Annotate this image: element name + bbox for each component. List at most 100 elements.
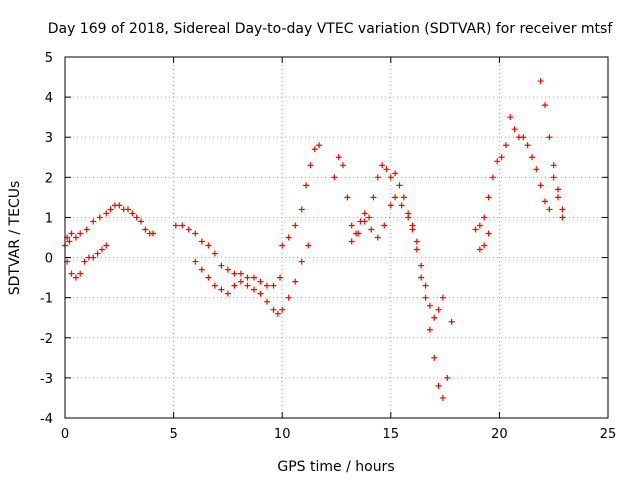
data-point xyxy=(83,226,90,233)
data-point xyxy=(528,154,535,161)
data-point xyxy=(211,250,218,257)
data-point xyxy=(542,102,549,109)
data-point xyxy=(550,162,557,169)
data-point xyxy=(418,262,425,269)
data-point xyxy=(307,162,314,169)
data-point xyxy=(103,210,110,217)
data-point xyxy=(224,290,231,297)
data-point xyxy=(439,294,446,301)
data-point xyxy=(98,246,105,253)
x-tick-label: 25 xyxy=(600,427,617,442)
data-point xyxy=(185,226,192,233)
data-point xyxy=(68,230,75,237)
data-point xyxy=(498,154,505,161)
data-point xyxy=(361,218,368,225)
data-point xyxy=(205,274,212,281)
data-point xyxy=(218,286,225,293)
data-point xyxy=(237,278,244,285)
data-point xyxy=(542,198,549,205)
data-point xyxy=(366,214,373,221)
data-point xyxy=(511,126,518,133)
data-point xyxy=(476,246,483,253)
data-point xyxy=(77,230,84,237)
y-tick-label: -1 xyxy=(40,292,53,307)
data-point xyxy=(489,174,496,181)
y-tick-label: -2 xyxy=(40,332,53,347)
data-point xyxy=(472,226,479,233)
y-tick-label: 0 xyxy=(45,252,53,267)
data-point xyxy=(285,234,292,241)
data-point xyxy=(250,286,257,293)
data-point xyxy=(485,194,492,201)
data-point xyxy=(422,294,429,301)
data-point xyxy=(413,238,420,245)
data-point xyxy=(485,230,492,237)
data-point xyxy=(142,226,149,233)
data-point xyxy=(149,230,156,237)
data-point xyxy=(550,174,557,181)
data-point xyxy=(555,194,562,201)
data-point xyxy=(72,234,79,241)
chart-title: Day 169 of 2018, Sidereal Day-to-day VTE… xyxy=(48,21,614,37)
data-point xyxy=(133,214,140,221)
data-point xyxy=(520,134,527,141)
data-point xyxy=(348,238,355,245)
y-tick-label: 2 xyxy=(45,171,53,186)
data-point xyxy=(431,314,438,321)
data-point xyxy=(298,258,305,265)
data-point xyxy=(340,162,347,169)
data-point xyxy=(311,146,318,153)
data-point xyxy=(305,242,312,249)
data-point xyxy=(344,194,351,201)
y-tick-label: -3 xyxy=(40,372,53,387)
data-point xyxy=(444,374,451,381)
y-tick-label: -4 xyxy=(40,412,53,427)
data-point xyxy=(355,230,362,237)
data-point xyxy=(244,274,251,281)
data-point xyxy=(279,242,286,249)
data-point xyxy=(476,222,483,229)
data-point xyxy=(77,270,84,277)
data-point xyxy=(546,206,553,213)
data-point xyxy=(533,166,540,173)
data-point xyxy=(316,142,323,149)
data-point xyxy=(398,202,405,209)
data-point xyxy=(116,202,123,209)
data-point xyxy=(192,258,199,265)
data-point xyxy=(72,274,79,281)
data-point xyxy=(418,274,425,281)
data-point xyxy=(94,250,101,257)
data-point xyxy=(237,270,244,277)
data-point xyxy=(439,394,446,401)
data-point xyxy=(559,214,566,221)
data-point xyxy=(250,274,257,281)
data-point xyxy=(435,306,442,313)
grid-lines xyxy=(65,57,608,418)
x-tick-label: 10 xyxy=(274,427,291,442)
data-point xyxy=(231,270,238,277)
data-point xyxy=(285,294,292,301)
data-point xyxy=(172,222,179,229)
data-point xyxy=(303,182,310,189)
data-point xyxy=(361,210,368,217)
data-point xyxy=(481,214,488,221)
data-point xyxy=(274,310,281,317)
data-point xyxy=(381,222,388,229)
axis-ticks: 0 5 10 15 20 25 -4 -3 -2 -1 0 1 2 3 4 5 xyxy=(40,51,616,442)
data-point xyxy=(383,166,390,173)
data-point xyxy=(277,274,284,281)
data-point xyxy=(370,194,377,201)
data-point xyxy=(546,134,553,141)
data-point xyxy=(387,202,394,209)
data-point xyxy=(537,78,544,85)
data-point xyxy=(426,302,433,309)
data-point xyxy=(368,226,375,233)
data-point xyxy=(413,246,420,253)
data-point xyxy=(218,262,225,269)
data-point xyxy=(231,282,238,289)
data-point xyxy=(555,186,562,193)
y-tick-label: 1 xyxy=(45,211,53,226)
data-point xyxy=(270,306,277,313)
data-point xyxy=(435,382,442,389)
